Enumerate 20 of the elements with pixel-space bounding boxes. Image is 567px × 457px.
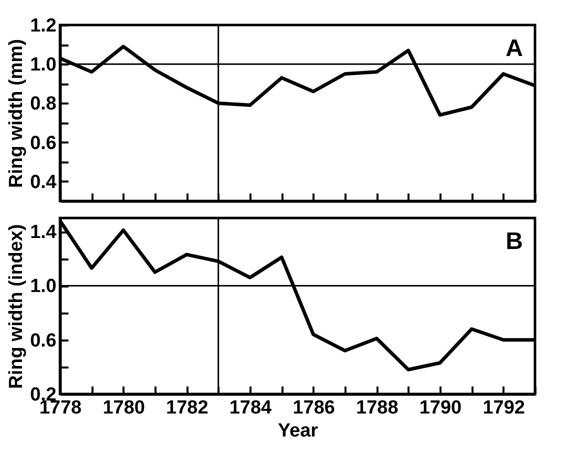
x-tick-label: 1784 [229, 398, 272, 418]
y-axis-title: Ring width (mm) [6, 39, 28, 188]
y-tick-label: 0.6 [30, 132, 56, 154]
x-tick-label: 1780 [102, 398, 145, 418]
y-tick-label: 0.6 [30, 330, 56, 352]
y-tick-label: 1.0 [30, 54, 56, 76]
y-tick-label: 0.8 [30, 94, 56, 115]
annotation: B [506, 228, 523, 255]
y-tick-label: 1.2 [30, 16, 56, 36]
y-axis-title: Ring width (index) [6, 224, 28, 389]
x-tick-label: 1792 [482, 398, 525, 418]
x-axis-title: Year [278, 420, 319, 442]
x-tick-label: 1782 [166, 398, 208, 418]
annotation: A [506, 35, 523, 62]
x-tick-label: 1786 [292, 398, 335, 418]
y-tick-label: 1.0 [30, 276, 56, 298]
x-tick-label: 1790 [419, 398, 462, 418]
y-tick-label: 1.4 [30, 222, 57, 244]
y-tick-label: 0.4 [30, 172, 57, 193]
x-tick-label: 1788 [356, 398, 398, 418]
